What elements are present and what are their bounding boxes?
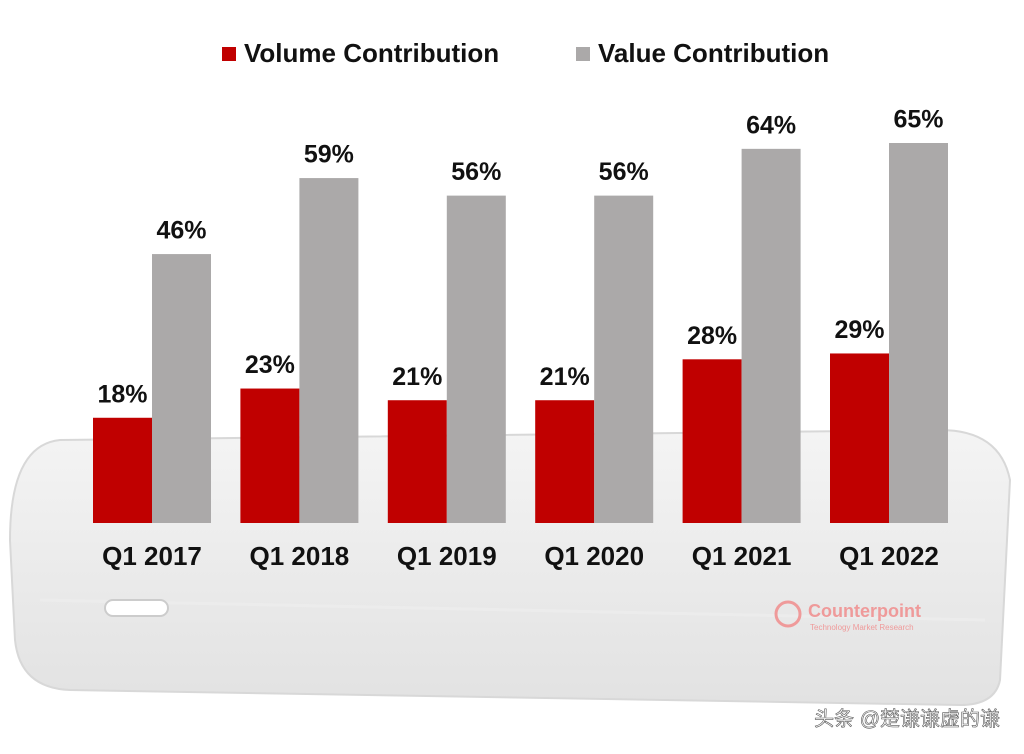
bar bbox=[830, 353, 889, 523]
data-label: 56% bbox=[451, 158, 501, 186]
x-tick-label: Q1 2022 bbox=[839, 541, 939, 571]
data-label: 64% bbox=[746, 111, 796, 139]
bar bbox=[387, 400, 447, 523]
bar bbox=[93, 417, 152, 523]
x-tick-label: Q1 2018 bbox=[250, 541, 350, 571]
bar bbox=[446, 195, 506, 523]
logo-subtitle: Technology Market Research bbox=[810, 623, 914, 632]
watermark: 头条 @楚谦谦虚的谦 bbox=[814, 707, 1000, 730]
legend-label: Value Contribution bbox=[598, 38, 829, 68]
phone-edge bbox=[39, 598, 986, 622]
bar bbox=[594, 195, 654, 523]
data-label: 65% bbox=[893, 106, 943, 134]
data-label: 23% bbox=[245, 351, 295, 379]
logo: Counterpoint bbox=[808, 601, 921, 621]
bar bbox=[741, 148, 801, 523]
data-label: 59% bbox=[304, 141, 354, 169]
bar bbox=[535, 400, 595, 523]
x-tick-label: Q1 2019 bbox=[397, 541, 497, 571]
bar bbox=[299, 178, 359, 524]
bar bbox=[682, 359, 742, 523]
legend-swatch bbox=[222, 47, 236, 61]
legend-swatch bbox=[576, 47, 590, 61]
data-label: 29% bbox=[834, 316, 884, 344]
home-button bbox=[104, 599, 169, 617]
logo-icon bbox=[774, 600, 802, 628]
x-tick-label: Q1 2020 bbox=[544, 541, 644, 571]
x-tick-label: Q1 2021 bbox=[692, 541, 792, 571]
x-tick-label: Q1 2017 bbox=[102, 541, 202, 571]
data-label: 56% bbox=[599, 158, 649, 186]
legend-label: Volume Contribution bbox=[244, 38, 499, 68]
data-label: 18% bbox=[97, 380, 147, 408]
data-label: 21% bbox=[392, 363, 442, 391]
bar bbox=[240, 388, 300, 523]
bar bbox=[152, 254, 211, 524]
bar bbox=[889, 143, 948, 523]
data-label: 28% bbox=[687, 322, 737, 350]
data-label: 21% bbox=[540, 363, 590, 391]
data-label: 46% bbox=[156, 217, 206, 245]
